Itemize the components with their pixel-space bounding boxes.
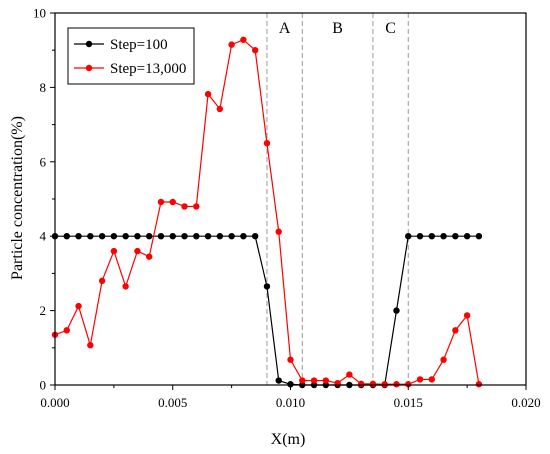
series-2-point xyxy=(405,381,412,388)
series-2-point xyxy=(310,377,318,384)
series-1-point xyxy=(440,233,447,240)
legend-box xyxy=(67,27,195,85)
series-1-point xyxy=(157,233,165,240)
series-1-point xyxy=(275,377,282,384)
reference-lines xyxy=(266,13,409,385)
series-2-point xyxy=(169,198,176,206)
series-1-point xyxy=(169,233,176,240)
series-2-point xyxy=(75,302,82,310)
series-1-point xyxy=(122,233,129,240)
series-2-point xyxy=(381,381,388,388)
series-2-point xyxy=(181,203,188,210)
legend-label: Step=13,000 xyxy=(110,61,186,77)
series-1-point xyxy=(228,233,235,240)
series-2-point xyxy=(240,36,247,43)
region-label-b: B xyxy=(332,20,343,37)
series-2-point xyxy=(416,376,424,383)
series-1-point xyxy=(75,233,82,240)
y-tick-label: 0 xyxy=(40,378,47,393)
legend-marker xyxy=(85,40,93,48)
series-1-point xyxy=(263,283,271,290)
series-1-point xyxy=(98,233,106,240)
series-1-point xyxy=(416,233,424,240)
x-tick-label: 0.020 xyxy=(511,395,540,410)
series-1-point xyxy=(204,233,212,240)
series-2-point xyxy=(134,247,141,255)
series-2-point xyxy=(157,198,165,206)
series-1-point xyxy=(428,233,435,240)
series-2-point xyxy=(475,381,483,388)
series-2-point xyxy=(440,356,447,363)
series-2-point xyxy=(463,312,471,319)
x-tick-label: 0.010 xyxy=(276,395,305,410)
series-2-point xyxy=(287,356,294,363)
x-axis-label: X(m) xyxy=(271,431,306,448)
series-2-point xyxy=(357,380,365,388)
series-2-point xyxy=(322,377,330,384)
series-1-point xyxy=(463,233,471,240)
y-tick-label: 8 xyxy=(40,80,47,95)
series-1-point xyxy=(405,233,412,240)
series-2-point xyxy=(428,376,435,383)
series-1-point xyxy=(393,307,400,314)
series-1-point xyxy=(87,233,94,240)
y-tick-label: 10 xyxy=(33,6,46,21)
series-1-point xyxy=(216,233,224,240)
x-axis: 0.000 0.005 0.010 0.015 0.020 xyxy=(40,385,541,410)
series-2-point xyxy=(275,228,282,235)
legend-marker xyxy=(85,64,93,72)
series-1-point xyxy=(110,233,118,240)
y-tick-label: 6 xyxy=(40,154,47,169)
series-2-point xyxy=(263,140,271,147)
series-2-point xyxy=(452,327,459,334)
series-2-point xyxy=(228,41,235,48)
series-2-point xyxy=(204,90,212,98)
region-labels: A B C xyxy=(279,20,396,37)
series-2-point xyxy=(87,341,94,349)
series-1-point xyxy=(63,233,70,240)
legend: Step=100 Step=13,000 xyxy=(67,27,195,85)
series-2-point xyxy=(98,277,106,285)
series-1-point xyxy=(134,233,141,240)
region-label-c: C xyxy=(385,20,396,37)
x-tick-label: 0.000 xyxy=(40,395,69,410)
y-axis-label: Particle concentration(%) xyxy=(9,116,26,280)
series-layer xyxy=(51,36,483,389)
series-2-point xyxy=(299,377,306,384)
series-2-point xyxy=(193,203,200,210)
legend-item-2: Step=13,000 xyxy=(74,61,186,77)
series-1 xyxy=(51,233,483,389)
x-tick-label: 0.015 xyxy=(394,395,423,410)
series-1-point xyxy=(251,233,259,240)
series-2-point xyxy=(63,327,70,334)
region-label-a: A xyxy=(279,20,291,37)
series-1-point xyxy=(287,381,294,388)
series-2 xyxy=(51,36,483,388)
series-1-point xyxy=(181,233,188,240)
y-tick-label: 2 xyxy=(40,303,47,318)
series-2-point xyxy=(122,283,129,290)
series-1-point xyxy=(452,233,459,240)
series-2-point xyxy=(369,380,377,388)
series-1-point xyxy=(240,233,247,240)
series-2-point xyxy=(251,47,259,54)
series-2-point xyxy=(346,371,353,378)
y-tick-label: 4 xyxy=(40,229,47,244)
legend-label: Step=100 xyxy=(110,37,168,53)
y-axis: 0 2 4 6 8 10 xyxy=(33,6,55,393)
legend-item-1: Step=100 xyxy=(74,37,168,53)
series-1-point xyxy=(146,233,153,240)
series-2-point xyxy=(110,247,118,255)
series-1-point xyxy=(193,233,200,240)
series-2-point xyxy=(393,381,400,388)
series-2-point xyxy=(146,253,153,260)
x-tick-label: 0.005 xyxy=(158,395,187,410)
series-1-point xyxy=(475,233,483,240)
series-2-point xyxy=(216,105,224,113)
